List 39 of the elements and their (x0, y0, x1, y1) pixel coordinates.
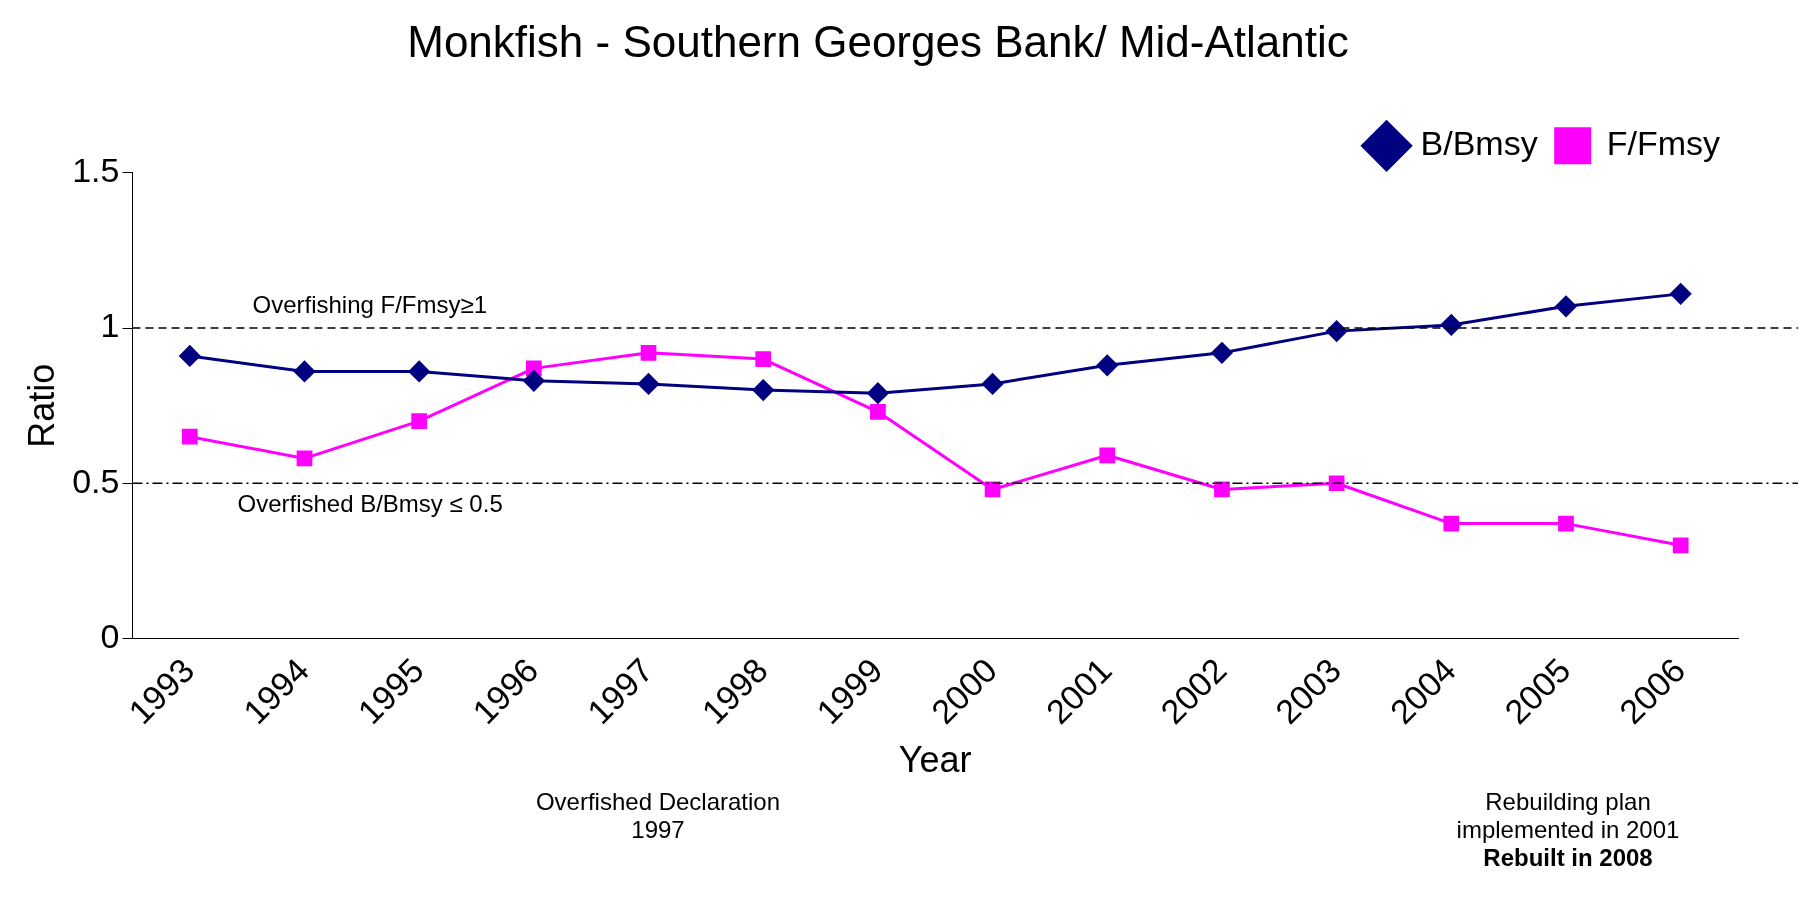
point (982, 373, 1004, 395)
point (1440, 314, 1462, 336)
point (1670, 283, 1692, 305)
point (755, 351, 772, 367)
text: Rebuilt in 2008 (1482, 844, 1654, 872)
point (1558, 515, 1574, 532)
ref-line-label: Overfishing F/Fmsy≥1 (252, 290, 488, 318)
ref-line-label: Overfished B/Bmsy ≤ 0.5 (237, 489, 503, 517)
point (293, 360, 315, 382)
point (296, 450, 313, 467)
point (1326, 320, 1348, 342)
chart-title: Monkfish - Southern Georges Bank/ Mid-Atlantic (407, 16, 1349, 66)
point (523, 370, 545, 392)
x-axis-title: Year (898, 739, 972, 781)
point (1096, 354, 1118, 376)
text: Overfished Declaration 1997 (534, 788, 782, 845)
point (408, 360, 430, 382)
y-tick-label: 1.5 (72, 151, 120, 190)
point (179, 345, 201, 367)
point (1443, 515, 1460, 532)
point (1099, 447, 1116, 464)
legend-label: F/Fmsy (1606, 124, 1721, 163)
legend-label: B/Bmsy (1420, 124, 1538, 163)
text: Rebuilding plan implemented in 2001 (1455, 788, 1681, 844)
point (870, 403, 886, 420)
y-tick-label: 0 (100, 616, 120, 655)
point (640, 344, 657, 361)
y-tick-label: 1 (100, 306, 120, 345)
point (752, 379, 774, 401)
point (867, 382, 889, 404)
point (1211, 342, 1233, 364)
point (181, 428, 198, 445)
point (1672, 537, 1689, 554)
point (1555, 295, 1577, 317)
point (411, 413, 428, 430)
y-tick-label: 0.5 (72, 461, 120, 500)
point (1214, 481, 1230, 498)
y-axis-title: Ratio (20, 363, 62, 448)
point (638, 373, 660, 395)
